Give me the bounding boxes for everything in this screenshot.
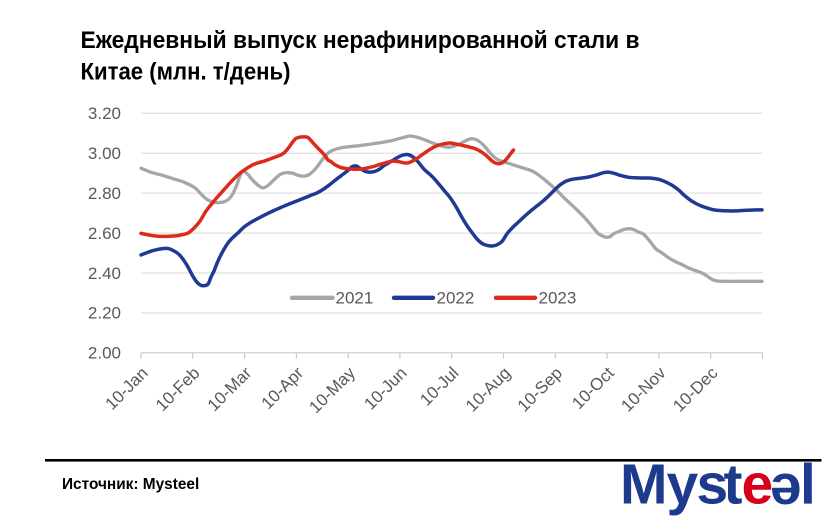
svg-text:l: l xyxy=(800,453,816,517)
svg-text:2021: 2021 xyxy=(336,289,374,308)
svg-text:3.20: 3.20 xyxy=(88,104,121,123)
svg-text:2023: 2023 xyxy=(539,289,577,308)
svg-text:2.20: 2.20 xyxy=(88,304,121,323)
svg-text:2.60: 2.60 xyxy=(88,224,121,243)
svg-text:2.80: 2.80 xyxy=(88,184,121,203)
svg-text:e: e xyxy=(742,453,774,517)
svg-text:y: y xyxy=(667,453,699,517)
svg-text:Ежедневный выпуск нерафинирова: Ежедневный выпуск нерафинированной стали… xyxy=(81,27,640,54)
svg-text:M: M xyxy=(620,453,667,517)
svg-text:2022: 2022 xyxy=(437,289,475,308)
svg-text:3.00: 3.00 xyxy=(88,144,121,163)
svg-text:e: e xyxy=(770,461,802,521)
svg-text:2.40: 2.40 xyxy=(88,264,121,283)
svg-text:2.00: 2.00 xyxy=(88,344,121,363)
svg-text:Источник: Mysteel: Источник: Mysteel xyxy=(62,476,199,493)
svg-text:Китае (млн. т/день): Китае (млн. т/день) xyxy=(81,59,291,86)
svg-text:s: s xyxy=(697,453,729,517)
svg-text:t: t xyxy=(724,453,743,517)
